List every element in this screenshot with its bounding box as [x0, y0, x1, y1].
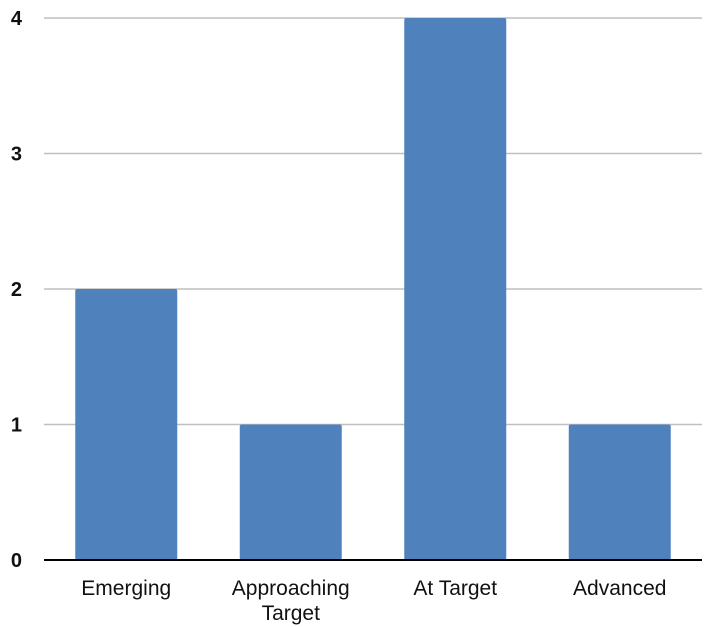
bars [75, 18, 671, 560]
x-tick-label-line: Target [262, 602, 321, 625]
x-tick-label: Emerging [81, 577, 171, 600]
x-axis-tick-labels: Emerging Approaching Target At Target Advanc… [81, 577, 666, 625]
x-tick-label: Advanced [573, 577, 666, 600]
x-tick-label-line: Advanced [573, 577, 666, 600]
x-tick-label: At Target [413, 577, 497, 600]
y-tick-label: 1 [11, 415, 22, 437]
x-tick-label-line: Emerging [81, 577, 171, 600]
bar-1 [239, 424, 342, 560]
bar-3 [568, 424, 671, 560]
y-tick-label: 3 [11, 144, 22, 166]
y-tick-label: 2 [11, 279, 22, 301]
y-axis-tick-labels: 0 1 2 3 4 [11, 8, 23, 572]
bar-2 [404, 18, 507, 560]
y-tick-label: 4 [11, 8, 23, 30]
bar-0 [75, 289, 178, 560]
x-tick-label-line: At Target [413, 577, 497, 600]
x-tick-label: Approaching Target [232, 577, 350, 625]
x-tick-label-line: Approaching [232, 577, 350, 600]
y-tick-label: 0 [11, 550, 22, 572]
